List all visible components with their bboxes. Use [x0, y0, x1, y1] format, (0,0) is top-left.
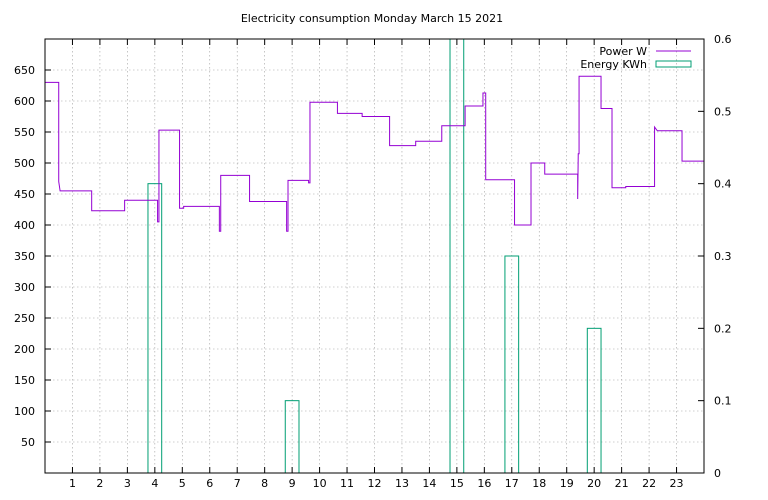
x-tick-label: 13: [395, 477, 409, 490]
y-tick-label: 50: [21, 436, 35, 449]
x-tick-label: 8: [261, 477, 268, 490]
legend-label-energy: Energy KWh: [580, 58, 647, 71]
x-tick-label: 17: [505, 477, 519, 490]
x-tick-label: 22: [642, 477, 656, 490]
x-tick-label: 21: [615, 477, 629, 490]
y2-tick-label: 0.5: [714, 105, 732, 118]
x-tick-label: 10: [313, 477, 327, 490]
y2-tick-label: 0.6: [714, 33, 732, 46]
legend: Power W Energy KWh: [580, 45, 692, 71]
y-tick-label: 150: [14, 374, 35, 387]
x-tick-label: 18: [532, 477, 546, 490]
y-tick-label: 250: [14, 312, 35, 325]
legend-swatch-energy: [655, 60, 692, 68]
y-tick-label: 500: [14, 157, 35, 170]
y2-tick-label: 0.3: [714, 250, 732, 263]
x-tick-label: 3: [124, 477, 131, 490]
x-tick-label: 23: [670, 477, 684, 490]
y2-tick-label: 0.1: [714, 395, 732, 408]
x-tick-label: 7: [234, 477, 241, 490]
y-tick-label: 650: [14, 64, 35, 77]
x-tick-label: 2: [96, 477, 103, 490]
y-tick-label: 200: [14, 343, 35, 356]
x-tick-label: 6: [206, 477, 213, 490]
x-tick-label: 16: [477, 477, 491, 490]
y-tick-label: 550: [14, 126, 35, 139]
power-series: [45, 75, 704, 232]
x-tick-label: 5: [179, 477, 186, 490]
x-tick-label: 15: [450, 477, 464, 490]
chart-title: Electricity consumption Monday March 15 …: [241, 12, 503, 25]
y-tick-label: 600: [14, 95, 35, 108]
grid: [45, 39, 704, 473]
x-tick-label: 19: [560, 477, 574, 490]
y-tick-label: 300: [14, 281, 35, 294]
y2-tick-label: 0.4: [714, 178, 732, 191]
x-tick-label: 12: [368, 477, 382, 490]
x-tick-label: 4: [151, 477, 158, 490]
y-tick-label: 100: [14, 405, 35, 418]
power-line: [45, 75, 704, 232]
y2-tick-label: 0: [714, 467, 721, 480]
x-tick-label: 9: [289, 477, 296, 490]
x-tick-label: 11: [340, 477, 354, 490]
x-tick-label: 14: [422, 477, 436, 490]
legend-label-power: Power W: [599, 45, 647, 58]
y2-tick-label: 0.2: [714, 322, 732, 335]
y-tick-label: 400: [14, 219, 35, 232]
axes: 1 2 3 4 5 6 7 8 9 10 11 12 13 14 15 16 17 18 19 20 21 22 23501…: [14, 33, 732, 490]
x-tick-label: 1: [69, 477, 76, 490]
x-tick-label: 20: [587, 477, 601, 490]
y-tick-label: 450: [14, 188, 35, 201]
y-tick-label: 350: [14, 250, 35, 263]
